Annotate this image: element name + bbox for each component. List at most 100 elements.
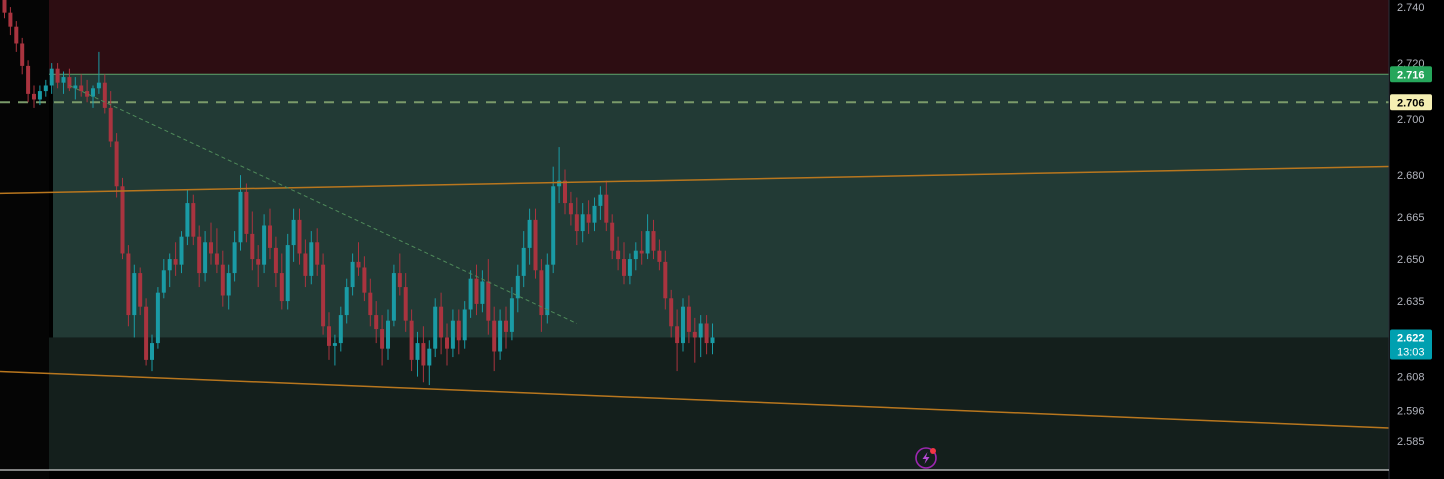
candle-body xyxy=(85,91,90,97)
dashed-level-tag-label: 2.706 xyxy=(1397,97,1425,109)
candle xyxy=(344,278,349,324)
candle-body xyxy=(173,259,178,265)
zone-top-price-tag[interactable]: 2.716 xyxy=(1390,66,1432,83)
candle-body xyxy=(610,222,615,251)
candle-body xyxy=(421,343,426,366)
candle-body xyxy=(468,278,473,310)
candle-body xyxy=(273,247,278,274)
candle-body xyxy=(509,298,514,332)
candle xyxy=(545,253,550,324)
candle-body xyxy=(309,242,314,276)
candle xyxy=(551,166,556,274)
candle-body xyxy=(26,65,31,94)
candle-body xyxy=(563,180,567,204)
candle xyxy=(474,264,479,316)
candle-body xyxy=(545,264,550,316)
candle xyxy=(704,315,709,355)
candle-body xyxy=(598,194,603,206)
candle-body xyxy=(55,68,60,83)
candle xyxy=(698,315,703,358)
candle xyxy=(49,63,54,94)
candle xyxy=(79,74,84,97)
candle xyxy=(309,231,314,285)
candle xyxy=(568,191,573,226)
candle xyxy=(256,245,261,288)
candle-body xyxy=(344,287,349,316)
candle-body xyxy=(214,253,219,265)
candle-body xyxy=(557,180,562,187)
candle xyxy=(273,236,278,288)
candle xyxy=(710,323,715,355)
candle xyxy=(492,306,497,372)
candle xyxy=(586,200,591,234)
candle xyxy=(480,270,485,313)
price-axis-label: 2.608 xyxy=(1397,372,1425,384)
candle-body xyxy=(262,225,267,265)
candle xyxy=(67,68,72,92)
candle-body xyxy=(132,273,137,316)
candle xyxy=(368,278,373,327)
candle xyxy=(167,253,172,288)
lower-channel-line[interactable] xyxy=(0,370,1390,429)
candle-body xyxy=(415,343,420,360)
candle xyxy=(203,231,208,282)
price-axis-label: 2.665 xyxy=(1397,212,1425,224)
candle xyxy=(268,208,272,260)
candle-body xyxy=(114,141,119,187)
candle-body xyxy=(574,214,579,232)
candle xyxy=(303,239,308,288)
candle xyxy=(126,245,131,327)
candle-body xyxy=(704,323,709,344)
candle xyxy=(692,317,697,363)
price-axis-label: 2.680 xyxy=(1397,170,1425,182)
candle xyxy=(386,309,390,360)
candle xyxy=(427,340,432,386)
candle xyxy=(450,309,455,358)
candle-body xyxy=(362,267,367,293)
candle-body xyxy=(651,231,656,251)
price-axis-label: 2.635 xyxy=(1397,296,1425,308)
candle xyxy=(456,309,461,355)
last-price-price-tag[interactable]: 2.622 13:03 xyxy=(1390,329,1432,360)
candle-body xyxy=(256,259,261,265)
candle-body xyxy=(675,326,680,344)
upper-channel-line[interactable] xyxy=(0,165,1390,195)
candle xyxy=(102,74,107,114)
candle-body xyxy=(179,236,184,265)
candle-body xyxy=(710,337,715,344)
lightning-alert-icon[interactable] xyxy=(915,447,937,469)
candle-body xyxy=(144,306,149,360)
candle-body xyxy=(14,26,19,44)
candle xyxy=(391,264,396,327)
candle-body xyxy=(203,242,208,274)
candle-body xyxy=(592,205,597,223)
candle xyxy=(327,312,331,360)
candle-body xyxy=(91,88,95,97)
candle xyxy=(279,253,284,310)
candle-body xyxy=(474,278,479,304)
descending-trend-line[interactable] xyxy=(69,85,578,324)
candle xyxy=(462,301,467,349)
candle xyxy=(161,259,166,299)
candle-body xyxy=(2,0,7,13)
candle xyxy=(37,85,42,106)
candle-body xyxy=(515,275,520,299)
candle-body xyxy=(297,219,302,254)
candle xyxy=(403,273,408,332)
candle xyxy=(669,289,674,338)
candle xyxy=(362,256,367,302)
candle-body xyxy=(79,85,84,92)
dashed-level-tag-bg xyxy=(1390,94,1432,111)
candle-body xyxy=(663,261,668,299)
candle xyxy=(2,0,7,19)
price-tags-layer: 2.716 2.706 2.622 13:03 xyxy=(1390,66,1432,360)
candle xyxy=(433,298,438,358)
candle xyxy=(557,147,562,204)
candle xyxy=(610,214,615,260)
candle-body xyxy=(681,306,685,344)
candle-body xyxy=(126,253,131,316)
candle-body xyxy=(616,250,621,260)
dashed-level-price-tag[interactable]: 2.706 xyxy=(1390,94,1432,111)
